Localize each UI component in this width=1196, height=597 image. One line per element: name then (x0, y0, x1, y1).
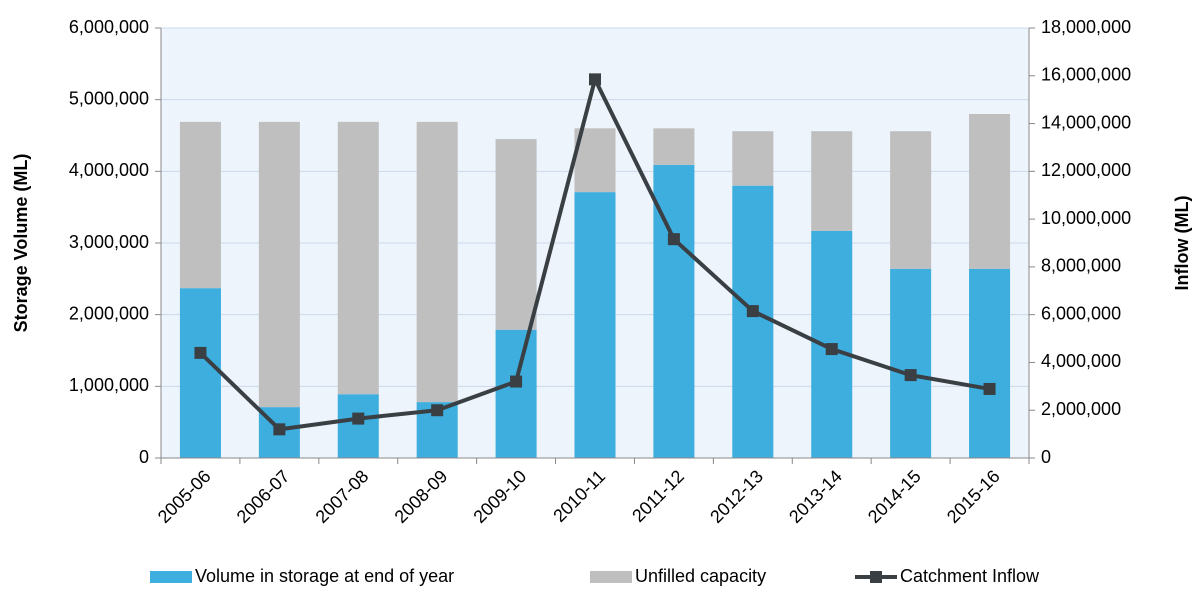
y-tick-label: 6,000,000 (69, 17, 149, 37)
line-marker (589, 73, 601, 86)
y2-tick-label: 14,000,000 (1041, 112, 1131, 132)
line-marker (825, 343, 838, 356)
y-tick-label: 5,000,000 (69, 88, 149, 108)
x-tick-label: 2005-06 (154, 466, 215, 527)
y2-tick-label: 0 (1041, 447, 1051, 467)
legend-swatch (590, 571, 632, 583)
bar (969, 114, 1011, 269)
legend-label: Catchment Inflow (900, 566, 1040, 586)
y2-axis-title: Inflow (ML) (1172, 196, 1192, 291)
legend-label: Volume in storage at end of year (195, 566, 454, 586)
legend-swatch (150, 571, 192, 583)
y2-tick-label: 12,000,000 (1041, 160, 1131, 180)
y2-tick-label: 18,000,000 (1041, 17, 1131, 37)
y-axis-title: Storage Volume (ML) (11, 154, 31, 333)
line-marker (904, 369, 917, 382)
y2-tick-label: 2,000,000 (1041, 399, 1121, 419)
x-tick-label: 2011-12 (628, 466, 688, 526)
x-tick-label: 2010-11 (549, 466, 609, 526)
bar (495, 139, 537, 330)
x-tick-label: 2008-09 (391, 466, 452, 527)
bar (890, 131, 932, 269)
bar (179, 288, 221, 458)
bar (732, 185, 774, 458)
x-tick-label: 2015-16 (943, 466, 1004, 527)
bar (574, 192, 616, 458)
y2-tick-label: 4,000,000 (1041, 351, 1121, 371)
bar (495, 329, 537, 458)
y2-tick-label: 6,000,000 (1041, 303, 1121, 323)
line-marker (746, 305, 759, 318)
x-tick-label: 2006-07 (233, 466, 294, 527)
legend-swatch (870, 571, 882, 583)
x-tick-label: 2007-08 (312, 466, 373, 527)
line-marker (352, 412, 365, 425)
bar (811, 131, 853, 231)
y-tick-label: 0 (139, 447, 149, 467)
bar (969, 268, 1011, 458)
y-tick-label: 4,000,000 (69, 160, 149, 180)
x-tick-label: 2012-13 (706, 466, 767, 527)
line-marker (431, 404, 444, 417)
y2-tick-label: 10,000,000 (1041, 208, 1131, 228)
y-tick-label: 1,000,000 (69, 375, 149, 395)
y2-tick-label: 8,000,000 (1041, 256, 1121, 276)
y2-tick-label: 16,000,000 (1041, 65, 1131, 85)
legend-label: Unfilled capacity (635, 566, 766, 586)
x-tick-label: 2009-10 (469, 466, 530, 527)
bar (890, 268, 932, 458)
line-marker (983, 382, 996, 395)
x-tick-label: 2013-14 (785, 466, 846, 527)
bar (416, 121, 458, 403)
line-marker (667, 233, 680, 246)
line-marker (273, 423, 286, 436)
line-marker (510, 375, 523, 388)
x-tick-label: 2014-15 (864, 466, 925, 527)
bar (653, 128, 695, 165)
bar (258, 121, 300, 408)
y-tick-label: 3,000,000 (69, 232, 149, 252)
line-marker (194, 346, 207, 359)
bar (732, 131, 774, 186)
bar (179, 121, 221, 289)
bar (337, 394, 379, 458)
bar (337, 121, 379, 395)
y-tick-label: 2,000,000 (69, 303, 149, 323)
